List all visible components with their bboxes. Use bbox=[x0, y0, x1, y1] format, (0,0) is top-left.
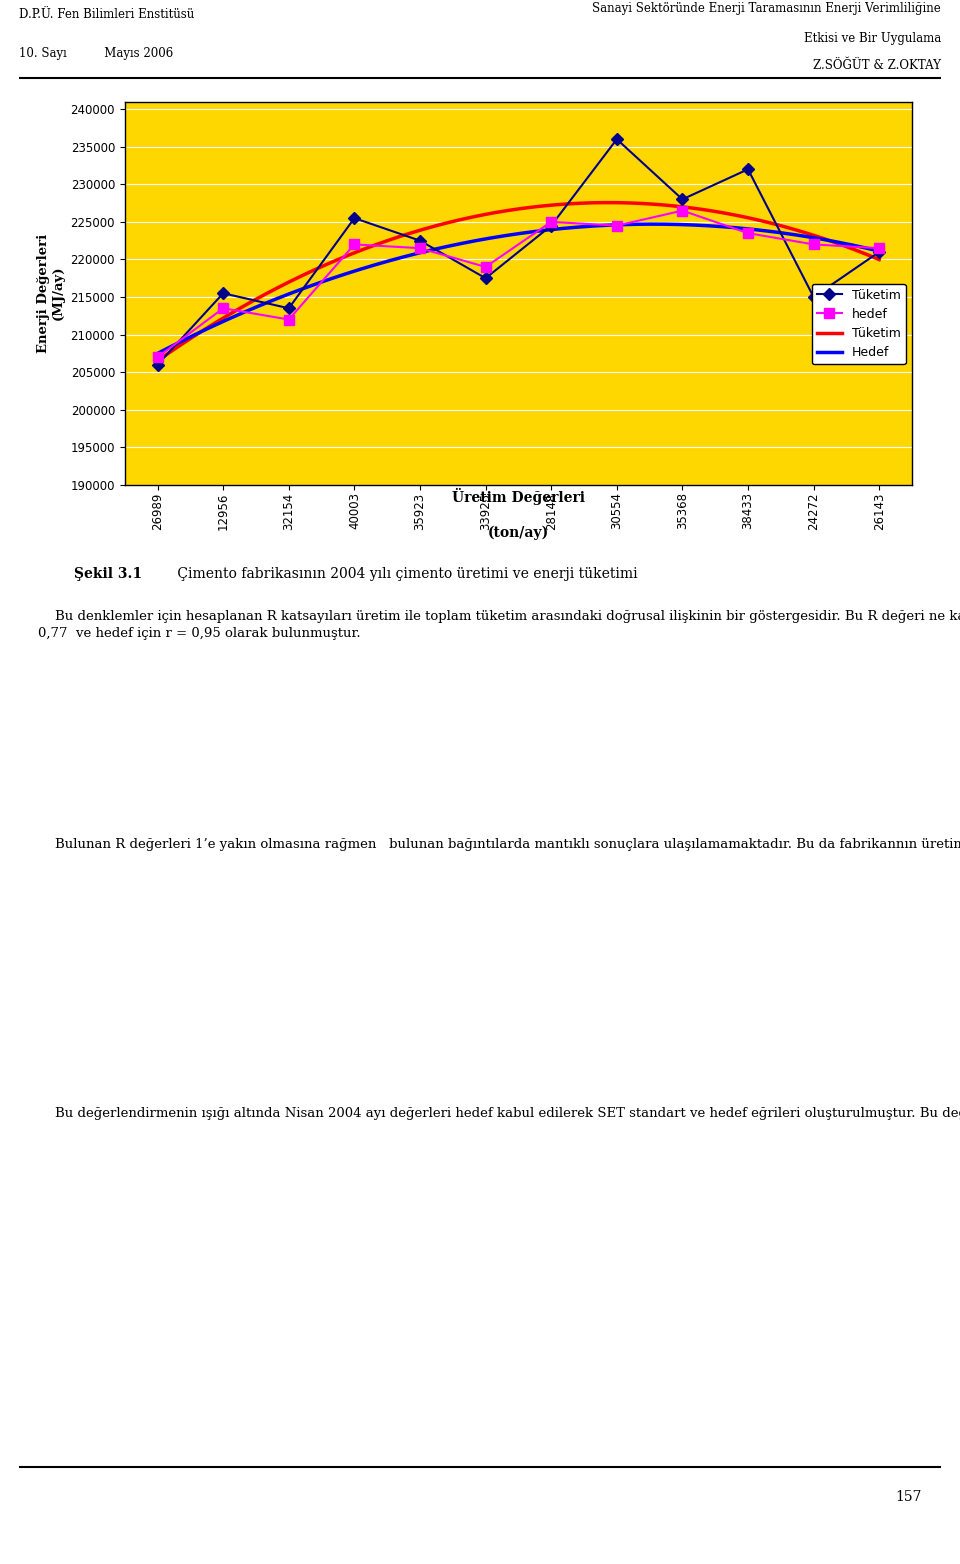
Text: D.P.Ü. Fen Bilimleri Enstitüsü: D.P.Ü. Fen Bilimleri Enstitüsü bbox=[19, 8, 195, 20]
Text: Bu denklemler için hesaplanan R katsayıları üretim ile toplam tüketim arasındaki: Bu denklemler için hesaplanan R katsayıl… bbox=[38, 610, 960, 640]
Text: Üretim Değerleri: Üretim Değerleri bbox=[452, 488, 585, 505]
Text: Bulunan R değerleri 1’e yakın olmasına rağmen   bulunan bağıntılarda mantıklı so: Bulunan R değerleri 1’e yakın olmasına r… bbox=[38, 838, 960, 851]
Text: Sanayi Sektöründe Enerji Taramasının Enerji Verimliliğine: Sanayi Sektöründe Enerji Taramasının Ene… bbox=[592, 2, 941, 16]
Text: Çimento fabrikasının 2004 yılı çimento üretimi ve enerji tüketimi: Çimento fabrikasının 2004 yılı çimento ü… bbox=[173, 568, 637, 580]
Text: (ton/ay): (ton/ay) bbox=[488, 526, 549, 540]
Text: Z.SÖĞÜT & Z.OKTAY: Z.SÖĞÜT & Z.OKTAY bbox=[813, 58, 941, 72]
Legend: Tüketim, hedef, Tüketim, Hedef: Tüketim, hedef, Tüketim, Hedef bbox=[812, 283, 905, 364]
Text: 10. Sayı          Mayıs 2006: 10. Sayı Mayıs 2006 bbox=[19, 47, 174, 59]
Text: Bu değerlendirmenin ışığı altında Nisan 2004 ayı değerleri hedef kabul edilerek : Bu değerlendirmenin ışığı altında Nisan … bbox=[38, 1107, 960, 1120]
Text: Şekil 3.1: Şekil 3.1 bbox=[74, 568, 142, 580]
Y-axis label: Enerji Değerleri
(MJ/ay): Enerji Değerleri (MJ/ay) bbox=[37, 233, 65, 353]
Text: 157: 157 bbox=[895, 1490, 922, 1503]
Text: Etkisi ve Bir Uygulama: Etkisi ve Bir Uygulama bbox=[804, 31, 941, 44]
